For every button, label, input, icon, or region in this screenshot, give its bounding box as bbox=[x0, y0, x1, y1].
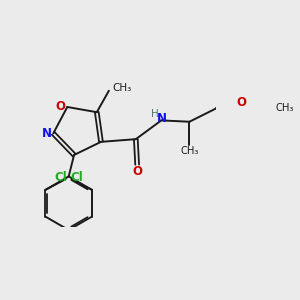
Text: N: N bbox=[157, 112, 167, 125]
Text: H: H bbox=[152, 109, 159, 119]
Text: Cl: Cl bbox=[54, 171, 67, 184]
Text: O: O bbox=[132, 165, 142, 178]
Text: CH₃: CH₃ bbox=[275, 103, 294, 113]
Text: O: O bbox=[56, 100, 66, 113]
Text: Cl: Cl bbox=[70, 171, 83, 184]
Text: CH₃: CH₃ bbox=[180, 146, 199, 156]
Text: O: O bbox=[237, 96, 247, 109]
Text: CH₃: CH₃ bbox=[112, 83, 131, 93]
Text: N: N bbox=[41, 127, 52, 140]
